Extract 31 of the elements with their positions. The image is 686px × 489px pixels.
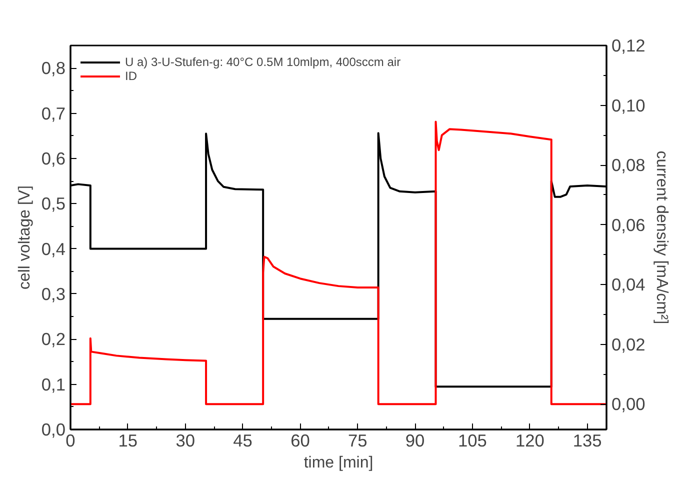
y2-tick-label: 0,08 bbox=[612, 155, 646, 176]
y-tick-label: 0,4 bbox=[41, 238, 66, 259]
y-axis-title: cell voltage [V] bbox=[16, 185, 34, 290]
y-tick-label: 0,5 bbox=[41, 194, 66, 214]
y-tick-label: 0,7 bbox=[41, 103, 66, 124]
y-tick-label: 0,8 bbox=[41, 58, 66, 78]
x-tick-label: 135 bbox=[572, 430, 602, 450]
x-tick-label: 45 bbox=[233, 430, 252, 450]
y-tick-label: 0,6 bbox=[41, 148, 66, 168]
x-tick-label: 60 bbox=[290, 430, 310, 450]
y2-tick-label: 0,04 bbox=[612, 274, 646, 295]
y2-tick-label: 0,02 bbox=[612, 334, 646, 354]
y-tick-label: 0,2 bbox=[41, 329, 66, 350]
y2-tick-label: 0,06 bbox=[612, 214, 646, 235]
y-tick-label: 0,1 bbox=[41, 374, 66, 394]
x-tick-label: 105 bbox=[458, 430, 487, 450]
legend-label: U a) 3-U-Stufen-g: 40°C 0.5M 10mlpm, 400sccm air bbox=[125, 55, 401, 69]
x-tick-label: 0 bbox=[66, 430, 76, 450]
y-tick-label: 0,3 bbox=[41, 284, 66, 304]
x-tick-label: 90 bbox=[405, 430, 425, 450]
x-tick-label: 30 bbox=[176, 430, 195, 450]
x-axis-title: time [min] bbox=[304, 454, 374, 472]
y2-tick-label: 0,10 bbox=[612, 95, 646, 116]
y2-axis-title: current density [mA/cm²] bbox=[653, 150, 670, 324]
y-tick-label: 0,0 bbox=[41, 420, 66, 440]
y2-tick-label: 0,00 bbox=[612, 394, 646, 414]
y2-tick-label: 0,12 bbox=[612, 36, 646, 56]
x-tick-label: 75 bbox=[348, 430, 368, 450]
x-tick-label: 15 bbox=[118, 430, 138, 450]
legend-label: ID bbox=[125, 69, 138, 83]
x-tick-label: 120 bbox=[515, 430, 544, 450]
